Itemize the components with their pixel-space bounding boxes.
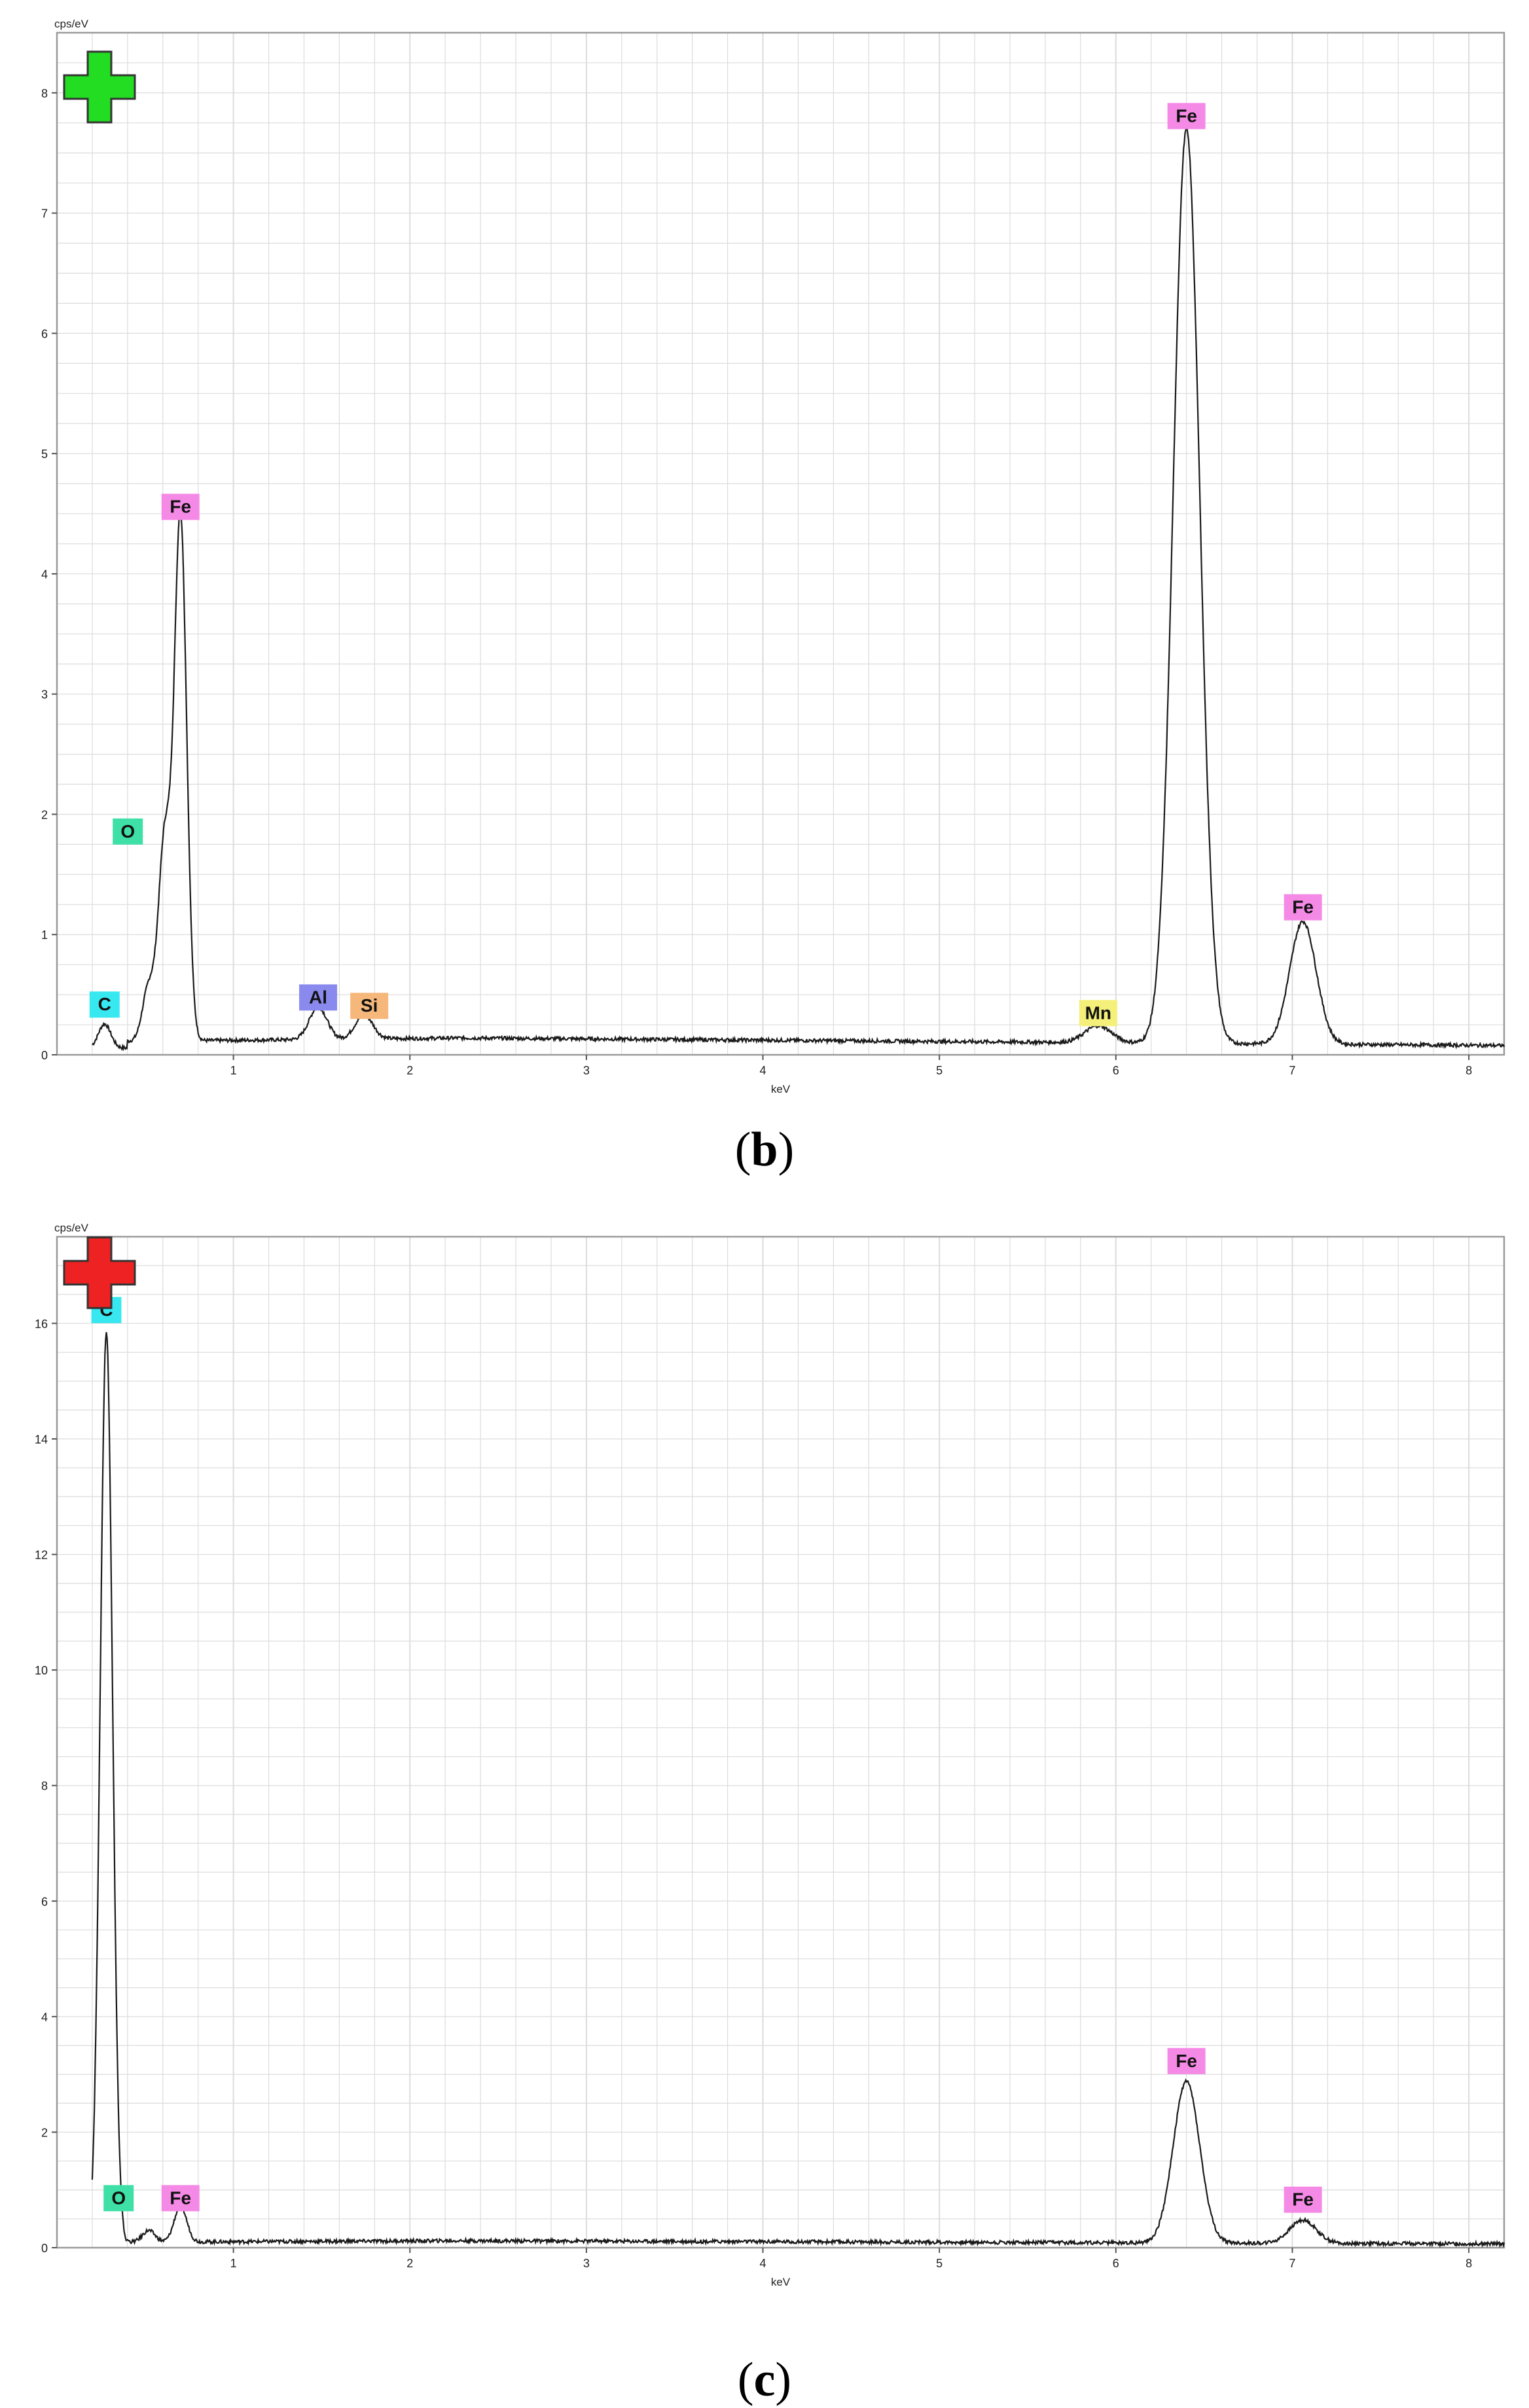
y-tick-label: 7 xyxy=(41,207,48,221)
y-tick-label: 0 xyxy=(41,2242,48,2255)
grid xyxy=(57,1237,1504,2248)
element-label-box xyxy=(1284,2186,1322,2213)
element-label-text: O xyxy=(120,821,135,841)
element-label-box xyxy=(161,493,200,520)
y-tick-label: 2 xyxy=(41,2126,48,2139)
element-label-fe: Fe xyxy=(1167,2047,1206,2074)
element-label-c: C xyxy=(89,991,120,1018)
caption-c: (c) xyxy=(737,2353,792,2407)
element-label-box xyxy=(89,991,120,1018)
element-label-text: Fe xyxy=(1292,2189,1314,2210)
y-tick-label: 16 xyxy=(35,1317,48,1330)
y-tick-label: 10 xyxy=(35,1664,48,1677)
spectrum-trace xyxy=(91,127,1505,1052)
element-label-box xyxy=(1079,1000,1117,1027)
y-tick-label: 8 xyxy=(41,87,48,100)
x-tick-label: 4 xyxy=(760,2257,766,2270)
x-tick-label: 2 xyxy=(406,2257,413,2270)
spectrum-trace xyxy=(91,1332,1505,2248)
plot-frame xyxy=(56,1235,1505,2249)
element-label-box xyxy=(103,2185,134,2212)
element-label-si: Si xyxy=(350,993,389,1019)
y-tick-label: 5 xyxy=(41,448,48,461)
y-tick-label: 4 xyxy=(41,568,48,581)
element-label-text: Fe xyxy=(1176,2051,1197,2071)
spectrum-panel-c: 0 2 4 6 8 10 12 14 16 1 2 3 4 5 6 7 8 cps/eV keV C O Fe Fe Fe (… xyxy=(0,1204,1529,2407)
y-tick-label: 0 xyxy=(41,1049,48,1062)
x-tick-label: 4 xyxy=(760,1064,766,1077)
x-axis-label: keV xyxy=(771,2276,791,2288)
element-label-box xyxy=(1167,2047,1206,2074)
plus-shape xyxy=(63,50,136,124)
x-tick-label: 1 xyxy=(230,1064,237,1077)
element-label-box xyxy=(113,818,143,845)
y-tick-label: 6 xyxy=(41,327,48,340)
green-plus-icon xyxy=(63,50,136,124)
element-label-text: C xyxy=(98,994,111,1014)
y-tick-label: 14 xyxy=(35,1433,48,1446)
y-tick-label: 12 xyxy=(35,1549,48,1562)
element-label-fe: Fe xyxy=(1167,103,1206,130)
element-label-al: Al xyxy=(299,984,338,1011)
element-label-text: Fe xyxy=(1292,897,1314,917)
x-tick-label: 2 xyxy=(406,1064,413,1077)
element-label-text: Si xyxy=(361,995,378,1016)
eds-spectrum-chart-b: 0 1 2 3 4 5 6 7 8 1 2 3 4 5 6 7 8 cps/eV keV C O Fe Al Si Mn Fe Fe xyxy=(41,18,1505,1095)
y-axis-label: cps/eV xyxy=(54,18,89,30)
grid xyxy=(57,33,1504,1055)
element-label-box xyxy=(350,993,389,1019)
x-tick-label: 6 xyxy=(1113,1064,1119,1077)
element-label-fe: Fe xyxy=(1284,894,1322,921)
caption-b: (b) xyxy=(734,1123,795,1177)
red-plus-icon xyxy=(63,1236,136,1309)
plot-frame xyxy=(56,31,1505,1056)
element-label-o: O xyxy=(103,2185,134,2212)
y-tick-label: 3 xyxy=(41,688,48,701)
x-tick-label: 8 xyxy=(1466,2257,1472,2270)
spectrum-panel-b: 0 1 2 3 4 5 6 7 8 1 2 3 4 5 6 7 8 cps/eV keV C O Fe Al Si Mn Fe Fe… xyxy=(41,18,1505,1177)
y-tick-label: 1 xyxy=(41,929,48,942)
element-label-fe: Fe xyxy=(1284,2186,1322,2213)
x-tick-label: 3 xyxy=(583,2257,590,2270)
element-label-box xyxy=(161,2185,200,2212)
element-label-text: Fe xyxy=(170,2187,191,2208)
axes: 0 1 2 3 4 5 6 7 8 1 2 3 4 5 6 7 8 cps/eV keV xyxy=(41,18,1472,1095)
y-tick-label: 6 xyxy=(41,1895,48,1908)
x-tick-label: 7 xyxy=(1289,1064,1295,1077)
element-label-text: Fe xyxy=(170,497,191,517)
x-tick-label: 8 xyxy=(1466,1064,1472,1077)
element-label-box xyxy=(1167,103,1206,130)
element-label-box xyxy=(1284,894,1322,921)
y-tick-label: 2 xyxy=(41,808,48,821)
x-tick-label: 5 xyxy=(936,1064,943,1077)
element-label-fe: Fe xyxy=(161,2185,200,2212)
element-label-mn: Mn xyxy=(1079,1000,1117,1027)
x-tick-label: 3 xyxy=(583,1064,590,1077)
x-tick-label: 1 xyxy=(230,2257,237,2270)
plot-area xyxy=(57,1237,1504,2248)
y-axis-label: cps/eV xyxy=(54,1222,89,1234)
x-axis-label: keV xyxy=(771,1083,791,1095)
x-tick-label: 7 xyxy=(1289,2257,1295,2270)
y-tick-label: 4 xyxy=(41,2011,48,2024)
element-label-text: Fe xyxy=(1176,105,1197,126)
element-label-text: Al xyxy=(309,987,327,1007)
x-tick-label: 6 xyxy=(1113,2257,1119,2270)
element-labels: C O Fe Al Si Mn Fe Fe xyxy=(89,103,1322,1027)
x-tick-label: 5 xyxy=(936,2257,943,2270)
element-label-fe: Fe xyxy=(161,493,200,520)
element-label-text: O xyxy=(111,2187,126,2208)
y-tick-label: 8 xyxy=(41,1780,48,1793)
element-label-o: O xyxy=(113,818,143,845)
element-label-text: Mn xyxy=(1085,1002,1111,1023)
element-label-box xyxy=(299,984,338,1011)
plus-shape xyxy=(63,1236,136,1309)
